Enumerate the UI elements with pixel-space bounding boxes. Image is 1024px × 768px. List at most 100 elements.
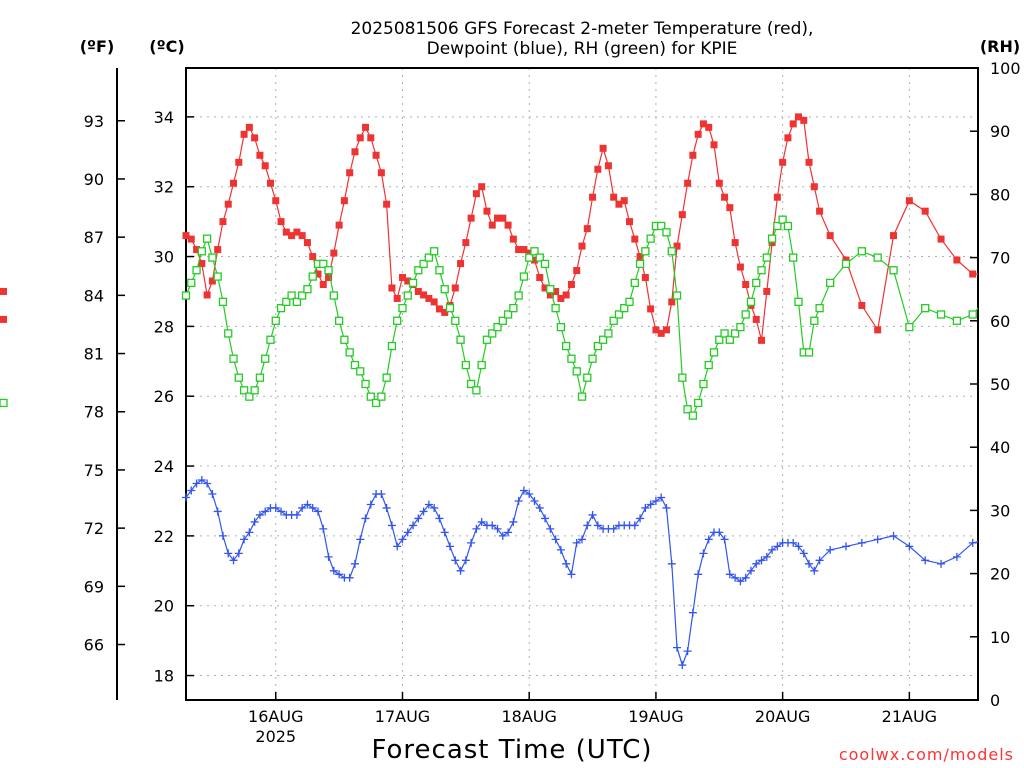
dewpoint-point xyxy=(509,517,518,526)
temperature-point xyxy=(694,130,702,138)
rh-point xyxy=(234,373,243,382)
rh-point xyxy=(514,291,523,300)
temperature-point xyxy=(573,267,581,275)
rh-point xyxy=(466,379,476,389)
temperature-point xyxy=(494,214,502,222)
dewpoint-point xyxy=(799,549,808,558)
temperature-point xyxy=(736,263,744,271)
rh-point xyxy=(398,304,407,313)
rh-point xyxy=(530,247,539,256)
rh-point xyxy=(218,297,228,306)
rh-point xyxy=(202,234,212,243)
dewpoint-point xyxy=(842,542,850,551)
temperature-point xyxy=(784,134,792,142)
rh-tick-label: 80 xyxy=(990,185,1010,204)
temperature-point xyxy=(488,221,496,229)
rh-point xyxy=(540,259,550,269)
temperature-point xyxy=(483,207,491,215)
temperature-point xyxy=(779,158,787,166)
temperature-point xyxy=(367,134,375,142)
dewpoint-point xyxy=(646,500,655,509)
rh-point xyxy=(414,266,423,275)
rh-point xyxy=(366,392,375,401)
temperature-point xyxy=(536,274,544,282)
celsius-tick-label: 32 xyxy=(154,178,174,197)
temperature-point xyxy=(0,315,7,323)
temperature-point xyxy=(874,326,882,334)
temperature-point xyxy=(921,207,929,215)
temperature-point xyxy=(462,239,470,247)
dewpoint-point xyxy=(419,507,428,516)
rh-point xyxy=(430,247,439,256)
rh-point xyxy=(503,310,513,319)
dewpoint-point xyxy=(414,514,423,523)
temperature-point xyxy=(557,294,565,302)
fahrenheit-unit-label: (ºF) xyxy=(80,37,115,56)
rh-point xyxy=(271,316,280,325)
dewpoint-point xyxy=(556,545,565,554)
rh-unit-label: (RH) xyxy=(980,37,1020,56)
temperature-point xyxy=(752,315,760,323)
temperature-point xyxy=(657,329,665,337)
dewpoint-point xyxy=(197,476,206,485)
rh-point xyxy=(598,335,608,344)
temperature-point xyxy=(414,287,422,295)
temperature-point xyxy=(742,280,750,288)
rh-point xyxy=(456,335,465,344)
temperature-point xyxy=(520,246,528,254)
temperature-point xyxy=(594,165,602,173)
rh-point xyxy=(577,392,587,401)
rh-point xyxy=(767,234,777,243)
dewpoint-point xyxy=(768,545,777,554)
dewpoint-point xyxy=(440,528,449,537)
dewpoint-point xyxy=(688,608,697,617)
rh-point xyxy=(625,297,634,306)
dewpoint-point xyxy=(810,566,819,575)
dewpoint-point xyxy=(398,535,407,544)
temperature-point xyxy=(451,284,459,292)
rh-point xyxy=(567,354,576,363)
rh-point xyxy=(229,354,238,363)
rh-tick-label: 40 xyxy=(990,438,1010,457)
fahrenheit-tick-label: 93 xyxy=(84,112,104,131)
rh-point xyxy=(445,304,455,313)
date-tick-label: 20AUG xyxy=(755,707,810,726)
dewpoint-point xyxy=(578,535,586,544)
rh-point xyxy=(804,348,814,357)
rh-point xyxy=(683,405,692,414)
temperature-point xyxy=(678,211,686,219)
rh-point xyxy=(841,259,851,269)
dewpoint-point xyxy=(636,514,645,523)
dewpoint-point xyxy=(551,535,560,544)
plot-frame xyxy=(185,67,979,701)
rh-point xyxy=(546,285,555,294)
rh-point xyxy=(662,228,671,237)
rh-point xyxy=(419,259,428,269)
dewpoint-point xyxy=(525,489,534,498)
rh-point xyxy=(213,272,222,281)
temperature-point xyxy=(626,218,634,226)
temperature-point xyxy=(319,280,327,288)
temperature-point xyxy=(388,284,396,292)
rh-point xyxy=(889,266,898,275)
rh-point xyxy=(572,367,581,376)
dewpoint-point xyxy=(694,570,703,579)
dewpoint-point xyxy=(245,528,254,537)
rh-point xyxy=(815,304,824,313)
dewpoint-point xyxy=(857,538,866,547)
temperature-point xyxy=(969,270,977,278)
temperature-point xyxy=(457,260,465,268)
rh-point xyxy=(762,253,771,262)
date-tick-year: 2025 xyxy=(255,727,296,746)
rh-point xyxy=(535,253,544,262)
rh-point xyxy=(741,310,750,319)
temperature-point xyxy=(335,221,343,229)
rh-point xyxy=(282,297,291,306)
temperature-point xyxy=(362,123,370,131)
celsius-tick-label: 26 xyxy=(154,387,174,406)
dewpoint-point xyxy=(937,559,946,568)
dewpoint-point xyxy=(182,493,190,502)
rh-point xyxy=(371,398,381,408)
rh-point xyxy=(329,291,338,300)
rh-point xyxy=(298,291,307,300)
